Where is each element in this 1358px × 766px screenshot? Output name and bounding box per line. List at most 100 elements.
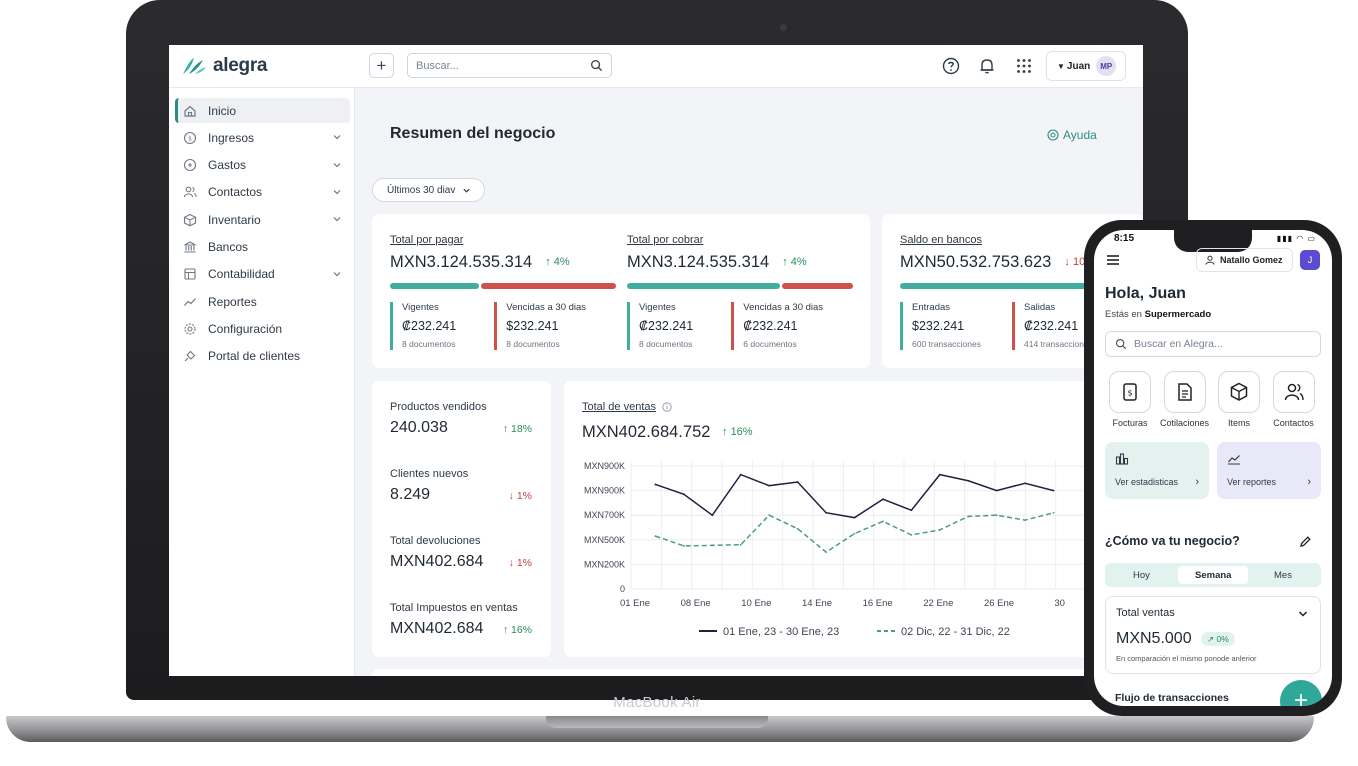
kpi-change-value: 4% xyxy=(790,256,807,268)
tile-stats[interactable]: Ver estadisticas › xyxy=(1105,442,1209,499)
help-link[interactable]: Ayuda xyxy=(1047,128,1097,142)
home-icon xyxy=(184,105,196,117)
status-time: 8:15 xyxy=(1114,233,1135,244)
accounting-icon xyxy=(184,268,196,280)
sidebar-item-reportes[interactable]: Reportes xyxy=(175,289,350,314)
reports-icon xyxy=(1228,455,1240,465)
sidebar-item-label: Reportes xyxy=(208,294,257,309)
sidebar-item-label: Ingresos xyxy=(208,130,255,145)
quick-action-cotilaciones[interactable]: Cotilaciones xyxy=(1158,371,1212,428)
x-tick-label: 08 Ene xyxy=(681,598,711,609)
kpi-sub-docs: 6 documentos xyxy=(743,339,797,349)
data-point xyxy=(825,511,827,514)
chevron-down-icon xyxy=(333,189,341,195)
x-tick-label: 22 Ene xyxy=(923,598,953,609)
quick-action-label: Focturas xyxy=(1112,418,1148,428)
kpi-progress-overdue xyxy=(481,283,616,289)
period-today[interactable]: Hoy xyxy=(1133,570,1150,581)
notification-bell-icon[interactable] xyxy=(978,57,996,75)
sidebar-item-label: Gastos xyxy=(208,158,247,173)
period-month[interactable]: Mes xyxy=(1274,570,1292,581)
stat-change: ↑ 18% xyxy=(503,423,532,435)
store-name: Supermercado xyxy=(1144,309,1212,320)
data-point xyxy=(853,516,856,519)
quote-icon xyxy=(1177,383,1192,401)
kpi-sub-amount: $232.241 xyxy=(912,319,965,333)
user-name: Juan xyxy=(1066,60,1091,72)
data-point xyxy=(995,514,998,517)
apps-grid-icon[interactable] xyxy=(1015,57,1033,75)
info-icon[interactable] xyxy=(662,402,672,412)
edit-pencil-icon[interactable] xyxy=(1299,535,1312,548)
hamburger-menu-icon[interactable] xyxy=(1106,254,1120,266)
help-icon[interactable] xyxy=(942,57,960,75)
stat-label: Total devoluciones xyxy=(390,535,481,547)
sidebar-item-configuraci-n[interactable]: Configuración xyxy=(175,316,350,341)
quick-action-contactos[interactable]: Contactos xyxy=(1267,371,1321,428)
kpi-title[interactable]: Total por cobrar xyxy=(627,234,704,246)
phone-search-input[interactable]: Buscar en Alegra... xyxy=(1105,331,1321,357)
help-circle-icon xyxy=(1047,129,1059,141)
settings-icon xyxy=(184,323,196,335)
quick-action-focturas[interactable]: $ Focturas xyxy=(1103,371,1157,428)
chart-title[interactable]: Total de ventas xyxy=(582,401,656,413)
stat-label: Productos vendidos xyxy=(390,401,487,413)
brand-logo[interactable]: alegra xyxy=(181,55,267,77)
series-line-1 xyxy=(655,512,1054,554)
legend-label: 02 Dic, 22 - 31 Dic, 22 xyxy=(901,626,1010,638)
arrow-down-icon: ↓ xyxy=(508,490,517,502)
fab-add-button[interactable]: + xyxy=(1280,680,1322,706)
sidebar-item-label: Inventario xyxy=(208,212,261,227)
period-week[interactable]: Semana xyxy=(1195,570,1232,581)
x-tick-label: 30 xyxy=(1054,598,1065,609)
search-icon xyxy=(1115,338,1127,350)
kpi-title[interactable]: Saldo en bancos xyxy=(900,234,982,246)
sidebar-item-gastos[interactable]: Gastos xyxy=(175,153,350,178)
quick-action-items[interactable]: Items xyxy=(1212,371,1266,428)
sidebar-item-inicio[interactable]: Inicio xyxy=(175,98,350,123)
data-point xyxy=(967,479,970,482)
kpi-change-value: 10 xyxy=(1072,256,1086,268)
sidebar-item-bancos[interactable]: Bancos xyxy=(175,235,350,260)
stats-icon xyxy=(1115,453,1129,465)
phone-user-button[interactable]: Natallo Gomez xyxy=(1196,248,1293,272)
stat-label: Total Impuestos en ventas xyxy=(390,602,518,614)
kpi-sub-label: Salidas xyxy=(1024,302,1056,313)
kpi-sub-amount: $232.241 xyxy=(506,319,559,333)
sidebar-item-contactos[interactable]: Contactos xyxy=(175,180,350,205)
stat-change: ↓ 1% xyxy=(509,490,532,502)
kpi-title[interactable]: Total por pagar xyxy=(390,234,464,246)
search-input[interactable]: Buscar... xyxy=(407,53,612,78)
next-card xyxy=(372,669,1143,676)
tile-label: Ver estadisticas xyxy=(1115,477,1179,487)
phone-notch xyxy=(1174,230,1252,252)
user-menu-button[interactable]: ▼ Juan MP xyxy=(1046,51,1126,81)
stats-card: Productos vendidos 240.038 ↑ 18% Cliente… xyxy=(372,381,551,657)
create-new-button[interactable]: + xyxy=(369,53,394,78)
brand-name: alegra xyxy=(213,55,268,76)
arrow-up-icon: ↑ xyxy=(502,624,511,636)
kpi-value: MXN50.532.753.623 xyxy=(900,253,1052,271)
sidebar-item-contabilidad[interactable]: Contabilidad xyxy=(175,262,350,287)
tile-reports[interactable]: Ver reportes › xyxy=(1217,442,1321,499)
stat-change-value: 1% xyxy=(516,490,532,502)
kpi-value: MXN3.124.535.314 xyxy=(627,253,770,271)
plus-icon: + xyxy=(1293,687,1308,706)
chart-change-value: 16% xyxy=(730,426,753,438)
sidebar-item-portal-de-clientes[interactable]: Portal de clientes xyxy=(175,344,350,369)
kpi-sub-right: Vencidas a 30 dias ₡232.241 6 documentos xyxy=(731,302,823,350)
series-line-0 xyxy=(655,473,1054,519)
sidebar-item-label: Portal de clientes xyxy=(208,349,301,364)
data-point xyxy=(967,515,970,518)
chevron-down-icon[interactable] xyxy=(1298,609,1308,619)
date-range-select[interactable]: Últimos 30 diav xyxy=(372,178,485,202)
kpi-sub-left: Vigentes ₡232.241 8 documentos xyxy=(627,302,693,350)
sidebar-item-inventario[interactable]: Inventario xyxy=(175,207,350,232)
total-sales-card[interactable]: Total ventas MXN5.000 ↗ 0% En comparació… xyxy=(1105,596,1321,674)
data-point xyxy=(796,527,799,530)
data-point xyxy=(768,484,771,487)
phone-avatar[interactable]: J xyxy=(1300,250,1320,270)
inventory-icon xyxy=(183,213,197,227)
kpi-sub-right: Vencidas a 30 dias $232.241 8 documentos xyxy=(494,302,586,350)
sidebar-item-ingresos[interactable]: $ Ingresos xyxy=(175,125,350,150)
